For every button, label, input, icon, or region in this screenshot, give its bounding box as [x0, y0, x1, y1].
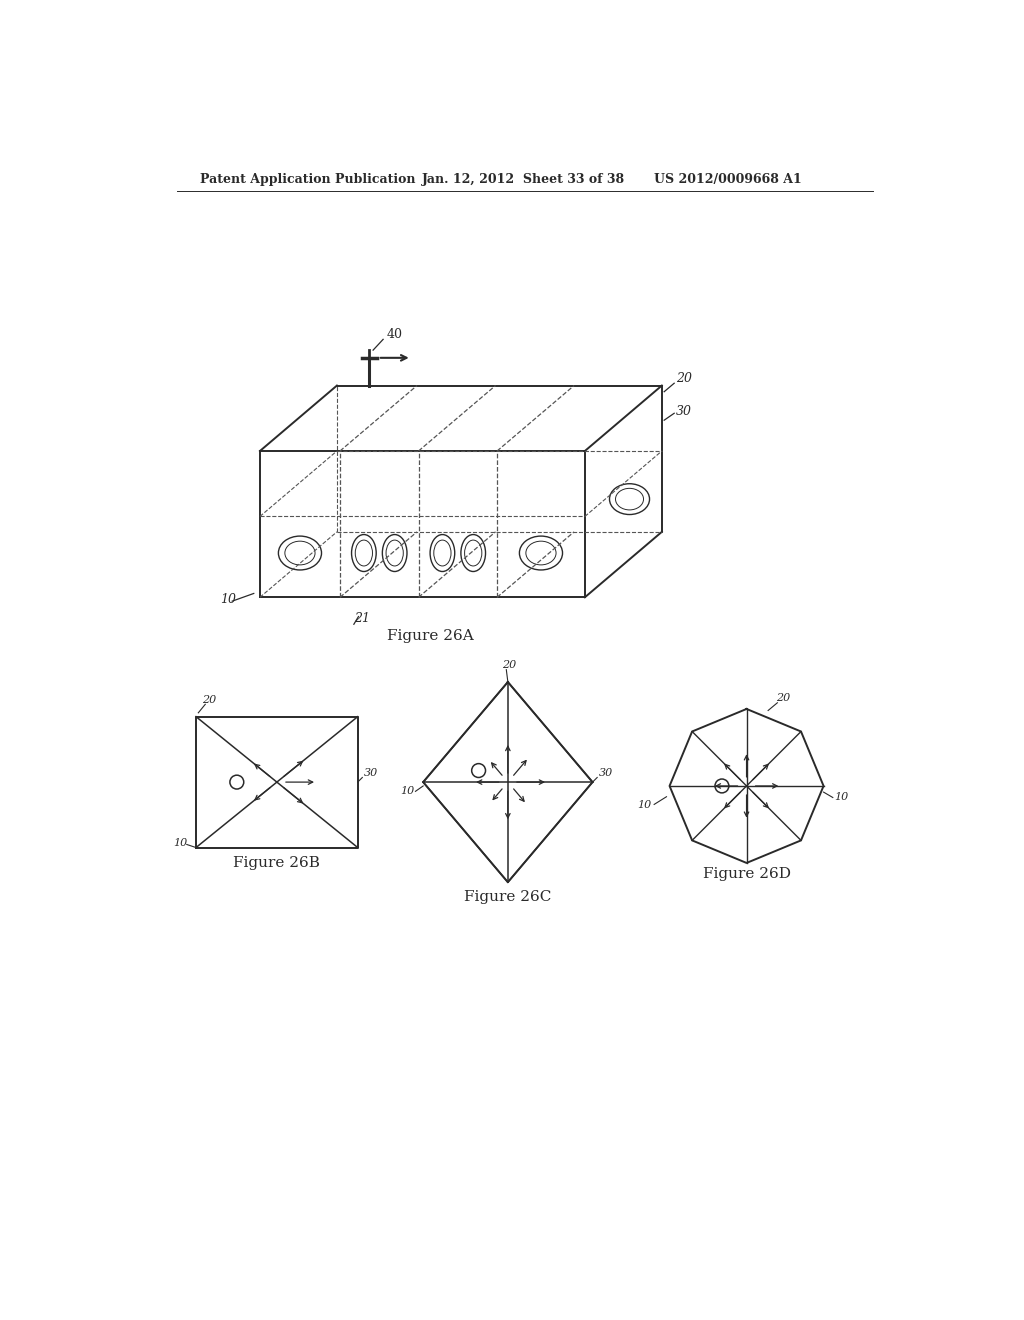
Text: Jan. 12, 2012  Sheet 33 of 38: Jan. 12, 2012 Sheet 33 of 38	[422, 173, 625, 186]
Text: 10: 10	[400, 785, 415, 796]
Text: 30: 30	[599, 768, 613, 777]
Text: 30: 30	[676, 405, 692, 418]
Text: 20: 20	[776, 693, 791, 704]
Text: Figure 26C: Figure 26C	[464, 891, 552, 904]
Text: Patent Application Publication: Patent Application Publication	[200, 173, 416, 186]
Text: 40: 40	[386, 327, 402, 341]
Text: 10: 10	[173, 838, 187, 847]
Text: 30: 30	[364, 768, 378, 777]
Text: Figure 26A: Figure 26A	[387, 628, 474, 643]
Text: 20: 20	[502, 660, 516, 671]
Text: 20: 20	[676, 372, 692, 384]
Text: Figure 26B: Figure 26B	[233, 855, 321, 870]
Text: 10: 10	[637, 800, 651, 809]
Text: 10: 10	[835, 792, 849, 801]
Text: US 2012/0009668 A1: US 2012/0009668 A1	[654, 173, 802, 186]
Text: Figure 26D: Figure 26D	[702, 867, 791, 882]
Text: 20: 20	[202, 694, 216, 705]
Text: 10: 10	[220, 594, 236, 606]
Text: 21: 21	[354, 612, 370, 624]
